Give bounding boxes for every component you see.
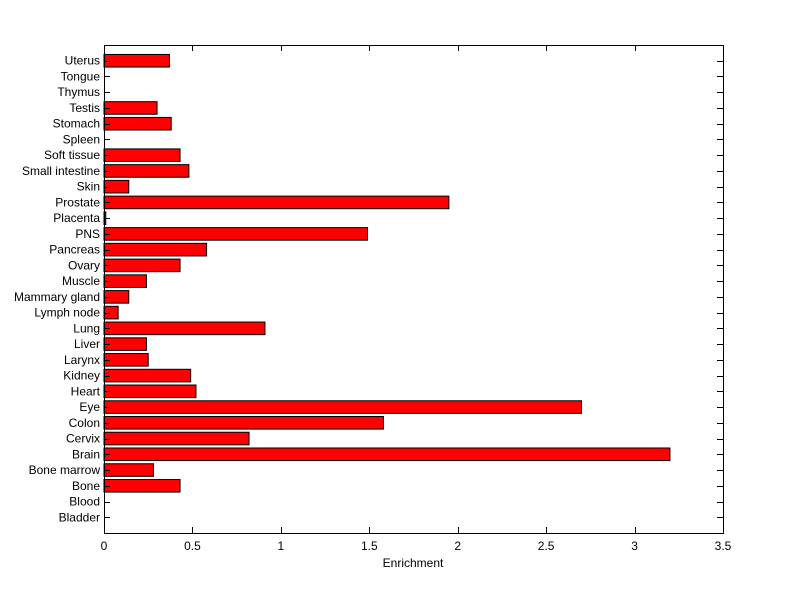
y-tick-label: Cervix xyxy=(66,432,100,446)
y-tick-label: Thymus xyxy=(57,85,100,99)
bar-muscle xyxy=(103,274,147,288)
bar-brain xyxy=(103,447,671,462)
y-tick-label: Ovary xyxy=(68,258,100,272)
bar-small-intestine xyxy=(103,164,190,178)
bar-ovary xyxy=(103,258,181,273)
y-tick-label: Muscle xyxy=(62,274,100,288)
y-tick-label: Small intestine xyxy=(22,164,100,178)
bar-eye xyxy=(103,400,583,414)
y-tick-label: Bone xyxy=(72,479,100,493)
bar-pancreas xyxy=(103,242,208,257)
y-tick-label: Skin xyxy=(77,180,100,194)
y-tick-label: Testis xyxy=(69,101,100,115)
bar-kidney xyxy=(103,368,192,383)
x-axis-label: Enrichment xyxy=(383,556,444,570)
y-tick-label: Placenta xyxy=(53,211,100,225)
bar-larynx xyxy=(103,353,149,367)
plot-frame xyxy=(104,45,724,534)
x-tick-label: 3 xyxy=(631,539,638,553)
y-tick-label: Lung xyxy=(73,321,100,335)
x-tick-label: 1.5 xyxy=(361,539,378,553)
x-ticks-group: 0 0.5 1 1.5 2 2.5 3 3.5 xyxy=(101,45,732,553)
bar-heart xyxy=(103,384,197,399)
bar-soft-tissue xyxy=(103,148,181,162)
y-tick-label: Brain xyxy=(72,447,100,461)
bar-bone-marrow xyxy=(103,463,155,477)
y-tick-label: Mammary gland xyxy=(14,290,100,304)
bar-uterus xyxy=(103,53,170,68)
bar-colon xyxy=(103,416,384,430)
y-tick-label: Larynx xyxy=(64,353,100,367)
bar-stomach xyxy=(103,116,172,131)
bar-lung xyxy=(103,321,266,336)
bar-pns xyxy=(103,227,369,241)
y-tick-label: Colon xyxy=(69,416,100,430)
bar-cervix xyxy=(103,431,250,446)
y-tick-label: Heart xyxy=(71,384,101,398)
bar-liver xyxy=(103,337,147,351)
bar-lymph-node xyxy=(103,305,119,320)
bar-prostate xyxy=(103,195,450,210)
y-tick-label: Bone marrow xyxy=(29,463,101,477)
y-tick-label: Eye xyxy=(79,400,100,414)
y-tick-label: PNS xyxy=(75,227,100,241)
y-tick-label: Uterus xyxy=(65,54,100,68)
bar-mammary-gland xyxy=(103,290,130,304)
y-tick-label: Spleen xyxy=(63,132,100,146)
y-tick-label: Stomach xyxy=(53,117,100,131)
x-tick-label: 2 xyxy=(454,539,461,553)
y-tick-label: Liver xyxy=(74,337,100,351)
y-tick-label: Soft tissue xyxy=(44,148,100,162)
x-tick-label: 0 xyxy=(101,539,108,553)
bar-bone xyxy=(103,478,181,493)
bar-skin xyxy=(103,179,130,194)
y-tick-label: Bladder xyxy=(59,510,100,524)
y-tick-label: Kidney xyxy=(63,369,100,383)
y-tick-label: Blood xyxy=(69,495,100,509)
y-tick-label: Prostate xyxy=(55,195,100,209)
x-tick-label: 1 xyxy=(278,539,285,553)
x-tick-label: 0.5 xyxy=(184,539,201,553)
x-tick-label: 3.5 xyxy=(715,539,732,553)
y-tick-label: Tongue xyxy=(61,69,101,83)
x-tick-label: 2.5 xyxy=(538,539,555,553)
bar-testis xyxy=(103,101,158,115)
y-tick-label: Lymph node xyxy=(34,306,100,320)
y-tick-label: Pancreas xyxy=(49,243,100,257)
